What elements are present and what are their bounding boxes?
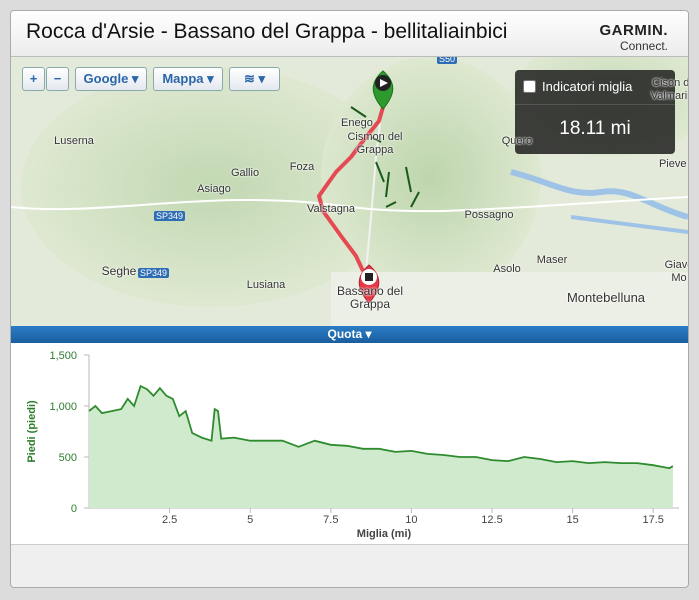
place-label: Maser — [536, 254, 568, 266]
x-tick-label: 7.5 — [323, 514, 338, 526]
distance-panel: Indicatori miglia 18.11 mi — [515, 70, 675, 154]
place-label: Foza — [289, 161, 315, 173]
place-label: Gallio — [230, 167, 260, 179]
place-label: Asolo — [493, 263, 521, 275]
road-label: S50 — [437, 57, 458, 64]
x-axis-label: Miglia (mi) — [357, 528, 412, 540]
place-label: Cison di Valmarin — [650, 77, 688, 102]
place-label: Lusiana — [246, 279, 286, 291]
y-tick-label: 500 — [59, 452, 77, 464]
brand-sub: Connect. — [619, 39, 668, 53]
provider-select[interactable]: Google ▾ — [75, 67, 147, 91]
x-tick-label: 12.5 — [481, 514, 502, 526]
place-label: Enego — [341, 117, 373, 129]
distance: 18.11 mi — [559, 118, 631, 139]
header: Rocca d'Arsie - Bassano del Grappa - bel… — [11, 11, 688, 57]
place-label: Giave Mo — [664, 259, 688, 284]
map-type: Mappa — [162, 71, 204, 86]
elevation-chart: 0 500 1,000 1,500 2.5 5 7.5 10 12.5 15 17.5 Miglia … — [26, 350, 679, 540]
zoom-in[interactable]: + — [22, 67, 45, 91]
x-tick-label: 2.5 — [162, 514, 177, 526]
end-pin[interactable] — [358, 264, 380, 304]
y-tick-label: 0 — [71, 503, 77, 515]
mile-markers-label: Indicatori miglia — [542, 79, 633, 94]
provider: Google — [83, 71, 129, 86]
mile-markers-toggle[interactable]: Indicatori miglia — [523, 79, 632, 94]
place-label: Cismon del Grappa — [347, 131, 403, 156]
zoom-out[interactable]: − — [46, 67, 69, 91]
map[interactable]: + − Google ▾ Mappa ▾ ≋ ▾ Indicatori migl… — [11, 57, 688, 326]
widget: Rocca d'Arsie - Bassano del Grappa - bel… — [10, 10, 689, 588]
profile-tab-label: Quota — [327, 327, 363, 341]
road-label: SP349 — [154, 211, 186, 221]
place-label: Seghe — [101, 264, 137, 278]
place-label: Possagno — [464, 209, 514, 221]
place-label: Luserna — [54, 135, 94, 147]
place-label: Pieve c — [658, 158, 688, 170]
elevation-line — [88, 384, 674, 470]
x-tick-label: 17.5 — [642, 514, 663, 526]
checkbox[interactable] — [523, 80, 536, 93]
place-label: Quero — [501, 135, 533, 147]
y-tick-label: 1,500 — [49, 350, 77, 362]
place-label: Valstagna — [306, 203, 356, 215]
layers-button[interactable]: ≋ ▾ — [229, 67, 280, 91]
place-label: Montebelluna — [566, 290, 646, 305]
brand: GARMIN. — [599, 22, 668, 39]
x-tick-label: 10 — [405, 514, 417, 526]
y-axis-label: Piedi (piedi) — [26, 400, 38, 463]
road-label: SP349 — [138, 268, 170, 278]
x-tick-label: 5 — [247, 514, 253, 526]
place-label: Bassano del Grappa — [336, 284, 404, 311]
title: Rocca d'Arsie - Bassano del Grappa - bel… — [26, 20, 508, 43]
place-label: Asiago — [197, 183, 231, 195]
profile-tab[interactable]: Quota ▾ — [11, 326, 688, 343]
y-tick-label: 1,000 — [49, 401, 77, 413]
map-type-select[interactable]: Mappa ▾ — [153, 67, 223, 91]
start-pin[interactable] — [372, 70, 394, 110]
area-fill — [89, 386, 673, 508]
chart-panel: 0 500 1,000 1,500 2.5 5 7.5 10 12.5 15 17.5 Miglia … — [11, 343, 688, 545]
x-tick-label: 15 — [566, 514, 578, 526]
